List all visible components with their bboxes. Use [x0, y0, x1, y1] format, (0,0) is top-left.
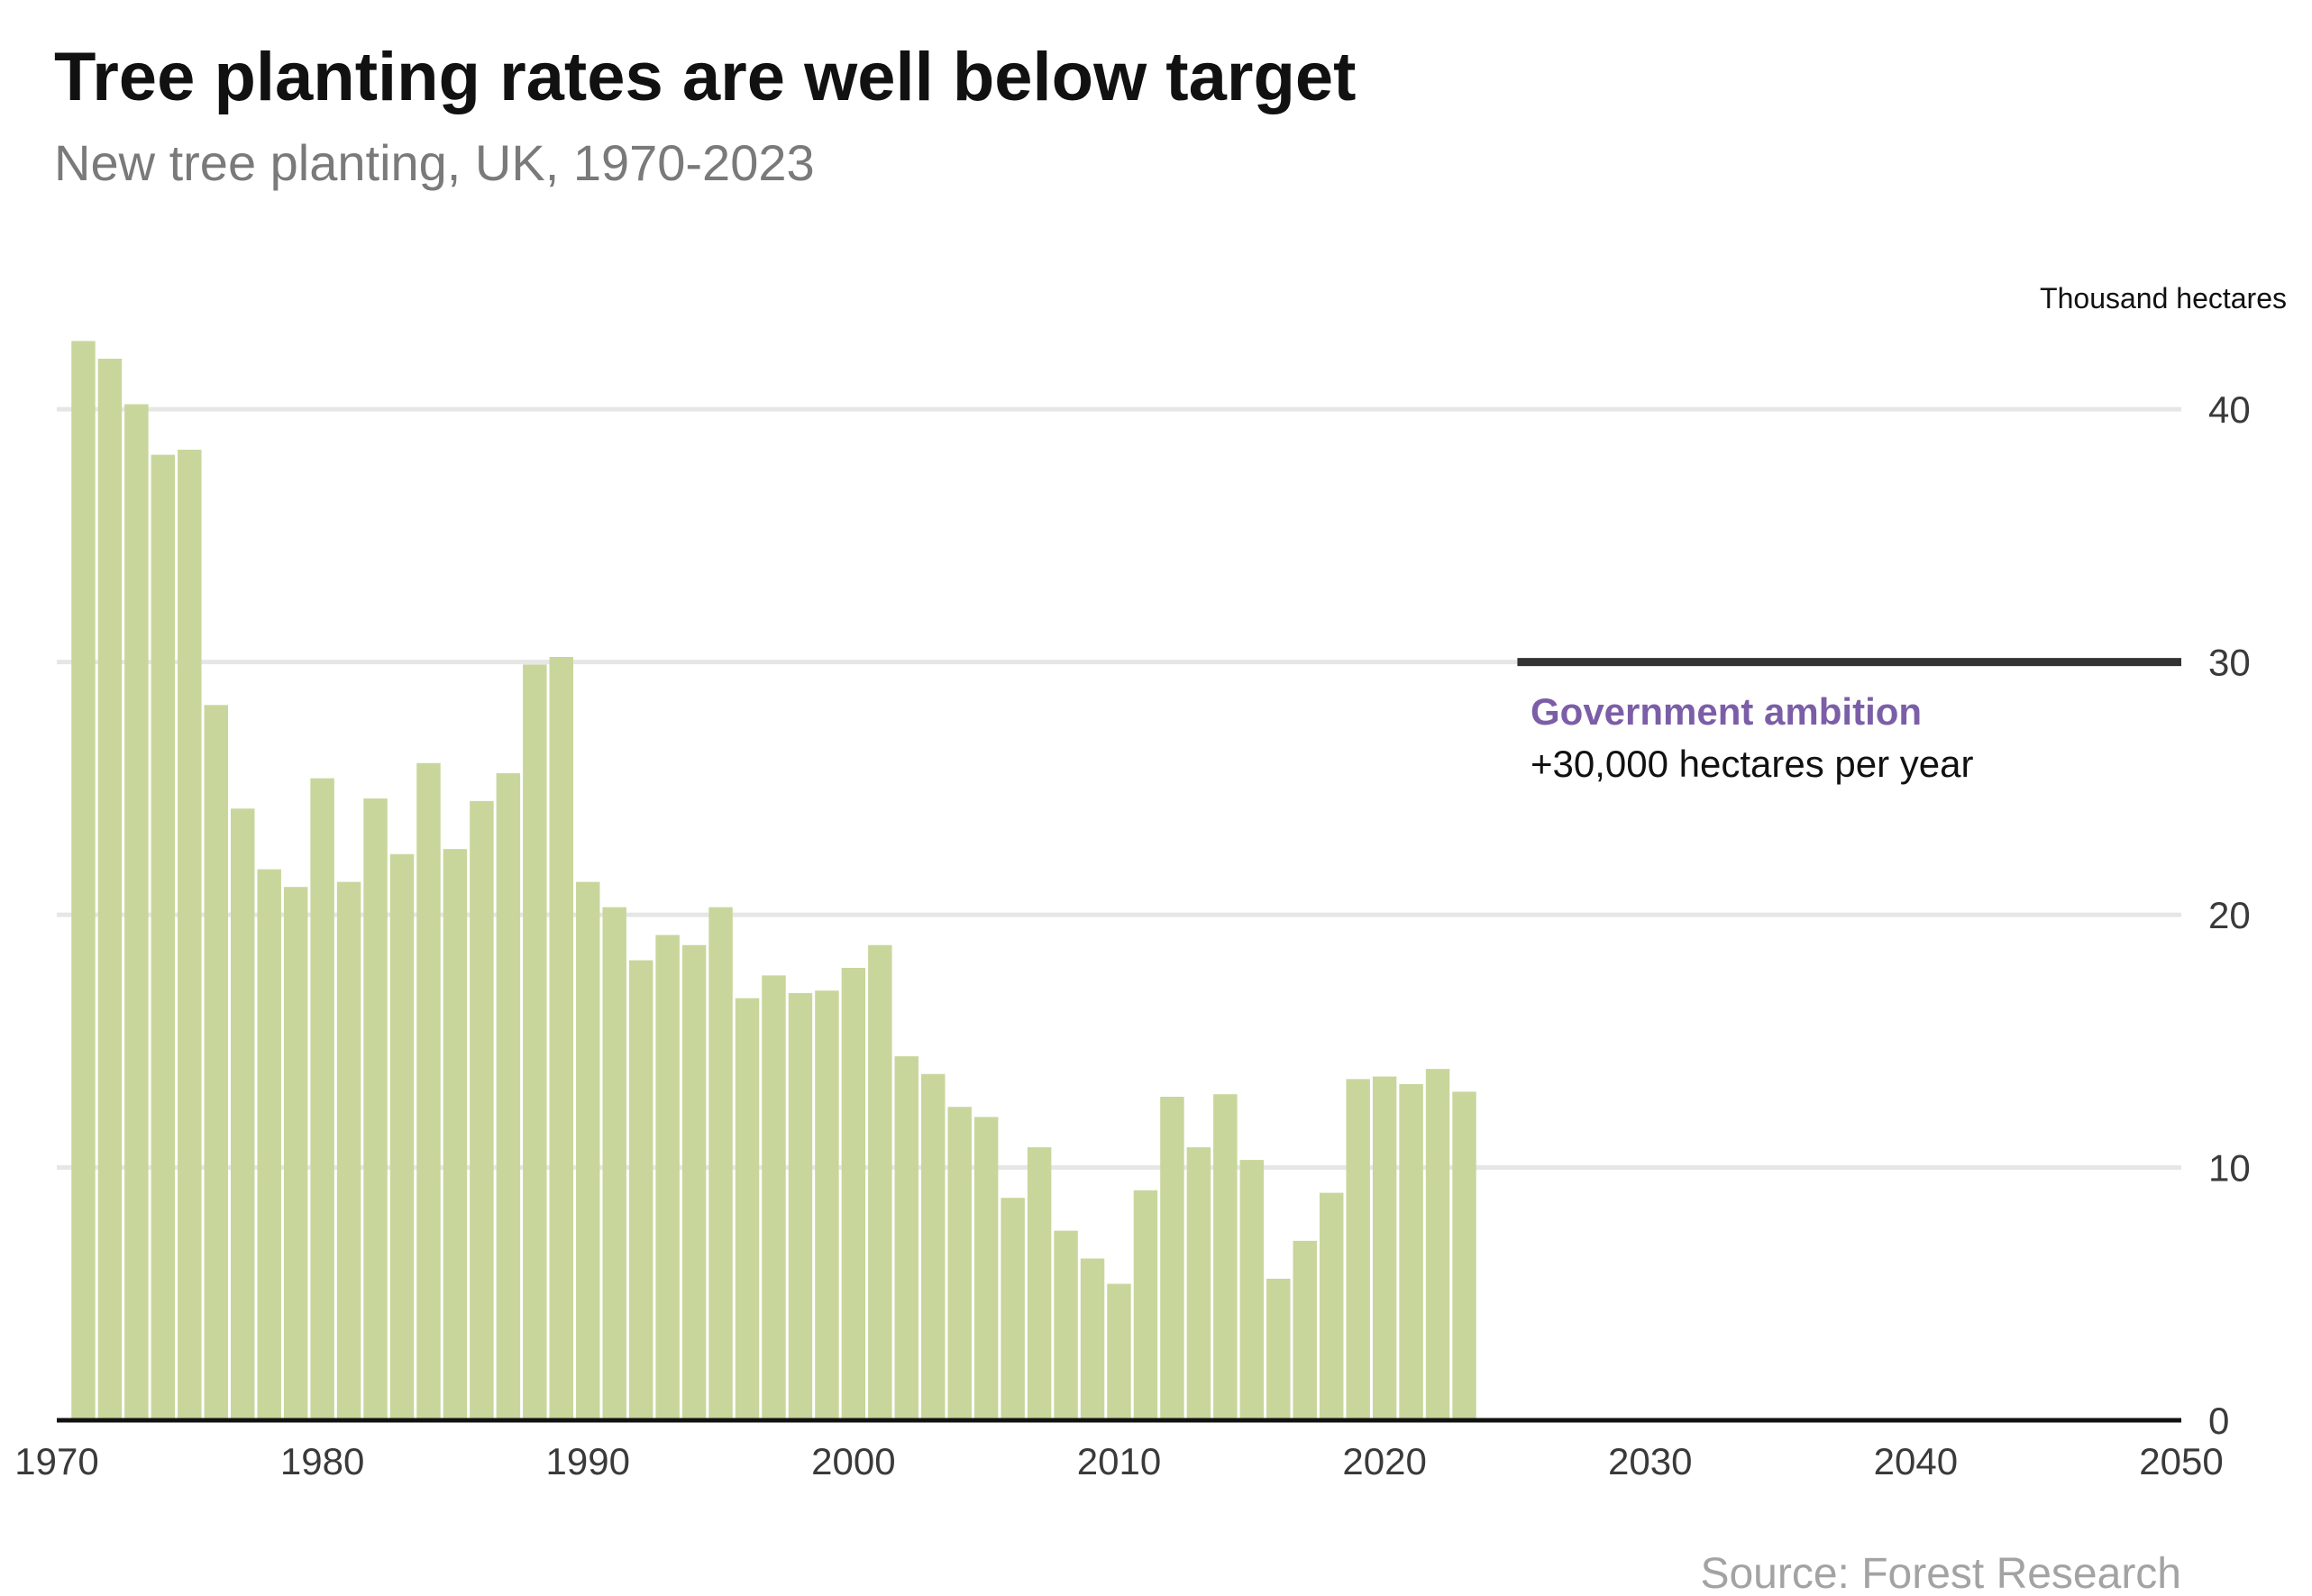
bar-1993 — [655, 935, 680, 1420]
source-label: Source: Forest Research — [1700, 1550, 2181, 1596]
bar-2003 — [921, 1073, 946, 1420]
bar-1980 — [310, 778, 334, 1420]
bar-1974 — [151, 454, 176, 1420]
y-tick-label: 10 — [2208, 1147, 2251, 1190]
bar-2018 — [1319, 1192, 1344, 1420]
x-tick-label: 2050 — [2139, 1440, 2223, 1482]
y-tick-label: 40 — [2208, 388, 2251, 431]
bar-1994 — [681, 944, 707, 1420]
bar-2006 — [1001, 1198, 1025, 1420]
bar-2013 — [1186, 1147, 1211, 1420]
x-tick-label: 1980 — [280, 1440, 364, 1482]
y-tick-label: 30 — [2208, 642, 2251, 684]
bar-2010 — [1107, 1283, 1131, 1420]
x-tick-label: 2040 — [1874, 1440, 1958, 1482]
bar-1999 — [815, 990, 839, 1420]
bar-2017 — [1293, 1240, 1317, 1420]
chart-subtitle: New tree planting, UK, 1970-2023 — [54, 134, 815, 191]
y-axis-unit-label: Thousand hectares — [2040, 282, 2287, 315]
bar-1995 — [708, 907, 733, 1420]
bar-1978 — [257, 869, 281, 1420]
bar-1992 — [628, 960, 653, 1420]
x-tick-label: 1990 — [546, 1440, 630, 1482]
bar-2021 — [1399, 1083, 1423, 1420]
bar-1991 — [602, 907, 626, 1420]
bar-1986 — [470, 800, 494, 1420]
bar-2000 — [841, 967, 866, 1420]
bar-1985 — [443, 849, 468, 1420]
bar-2008 — [1054, 1230, 1078, 1420]
bar-1990 — [576, 881, 600, 1420]
bars — [71, 341, 1476, 1421]
bar-1971 — [71, 341, 96, 1420]
bar-1997 — [762, 975, 786, 1420]
bar-2007 — [1027, 1147, 1052, 1420]
bar-1979 — [283, 887, 308, 1420]
bar-1983 — [389, 853, 415, 1420]
bar-1982 — [363, 798, 388, 1420]
bar-1981 — [336, 881, 361, 1420]
y-tick-label: 20 — [2208, 894, 2251, 936]
chart-title: Tree planting rates are well below targe… — [54, 39, 1357, 115]
bar-1989 — [549, 656, 574, 1420]
bar-1996 — [735, 998, 760, 1420]
axes: 1970 1980 1990 2000 2010 2020 2030 2040 2050 — [14, 1418, 2224, 1482]
x-tick-label: 2010 — [1077, 1440, 1161, 1482]
bar-2019 — [1346, 1079, 1370, 1420]
bar-1987 — [496, 773, 521, 1420]
bar-2023 — [1452, 1091, 1476, 1420]
bar-2011 — [1133, 1190, 1158, 1420]
x-tick-label: 2000 — [811, 1440, 895, 1482]
bar-1984 — [416, 762, 441, 1420]
bar-2005 — [973, 1117, 999, 1420]
bar-2009 — [1080, 1258, 1105, 1420]
bar-1998 — [788, 993, 813, 1420]
bar-2016 — [1266, 1278, 1291, 1420]
y-tick-label: 0 — [2208, 1400, 2229, 1442]
target-annotation-text: +30,000 hectares per year — [1531, 743, 1974, 785]
x-tick-label: 1970 — [14, 1440, 98, 1482]
bar-2020 — [1372, 1076, 1397, 1420]
bar-1972 — [97, 359, 123, 1420]
x-tick-label: 2030 — [1608, 1440, 1692, 1482]
bar-2001 — [868, 944, 892, 1420]
bar-1975 — [178, 450, 202, 1421]
bar-2002 — [894, 1056, 919, 1420]
bar-1973 — [124, 404, 149, 1420]
bar-2015 — [1239, 1160, 1265, 1420]
bar-1976 — [204, 705, 229, 1420]
target-annotation-title: Government ambition — [1531, 690, 1922, 733]
bar-2014 — [1213, 1094, 1238, 1420]
bar-1988 — [523, 664, 547, 1420]
bar-2022 — [1425, 1069, 1450, 1420]
bar-2004 — [947, 1107, 972, 1420]
bar-2012 — [1160, 1097, 1184, 1420]
x-tick-label: 2020 — [1342, 1440, 1426, 1482]
bar-1977 — [231, 808, 255, 1420]
